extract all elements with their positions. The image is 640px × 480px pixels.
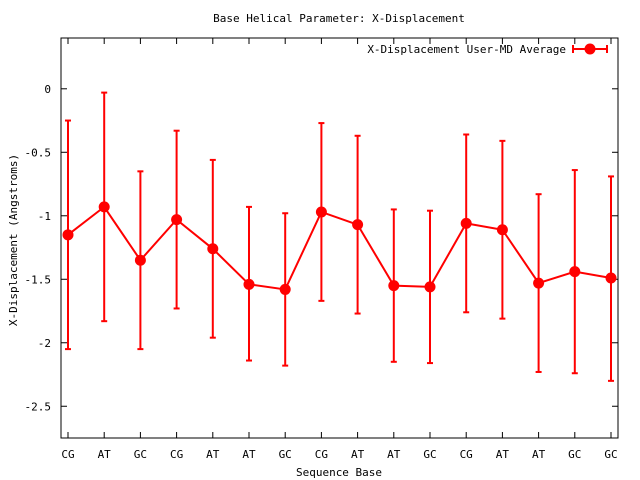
- x-tick-label: AT: [242, 448, 256, 461]
- data-point: [569, 266, 581, 278]
- chart-title: Base Helical Parameter: X-Displacement: [213, 12, 465, 25]
- x-axis-label: Sequence Base: [296, 466, 382, 479]
- data-point: [62, 229, 74, 241]
- x-tick-label: GC: [279, 448, 292, 461]
- data-points: [62, 201, 617, 295]
- x-tick-label: GC: [134, 448, 147, 461]
- data-point: [315, 206, 327, 218]
- x-tick-label: CG: [315, 448, 328, 461]
- series-line: [67, 205, 612, 291]
- error-bars: [65, 91, 614, 382]
- x-tick-label: GC: [568, 448, 581, 461]
- data-point: [424, 281, 436, 293]
- y-axis: 0 -0.5 -1 -1.5 -2 -2.5: [25, 83, 618, 413]
- legend-marker: [584, 43, 596, 55]
- plot-frame: [60, 37, 619, 439]
- x-tick-label: CG: [61, 448, 74, 461]
- y-tick-label: -2: [38, 337, 51, 350]
- x-tick-label: GC: [423, 448, 436, 461]
- data-point: [388, 280, 400, 292]
- data-point: [279, 283, 291, 295]
- x-tick-label: AT: [206, 448, 220, 461]
- x-tick-label: GC: [604, 448, 617, 461]
- x-tick-label: AT: [532, 448, 546, 461]
- y-tick-label: 0: [44, 83, 51, 96]
- data-point: [98, 201, 110, 213]
- y-tick-label: -1.5: [25, 273, 52, 286]
- legend-label: X-Displacement User-MD Average: [367, 43, 566, 56]
- y-tick-label: -0.5: [25, 146, 52, 159]
- y-axis-label: X-Displacement (Angstroms): [7, 154, 20, 326]
- data-point: [460, 217, 472, 229]
- data-point: [533, 277, 545, 289]
- x-tick-label: CG: [460, 448, 473, 461]
- data-point: [171, 214, 183, 226]
- data-point: [207, 243, 219, 255]
- data-point: [605, 272, 617, 284]
- x-tick-label: AT: [496, 448, 510, 461]
- y-tick-label: -2.5: [25, 400, 52, 413]
- x-axis: CG AT GC CG AT AT GC CG AT AT GC CG AT AT GC GC: [61, 38, 618, 461]
- x-tick-label: AT: [98, 448, 112, 461]
- x-tick-label: CG: [170, 448, 183, 461]
- x-tick-label: AT: [387, 448, 401, 461]
- y-tick-label: -1: [38, 210, 51, 223]
- data-point: [352, 219, 364, 231]
- data-point: [134, 254, 146, 266]
- legend: X-Displacement User-MD Average: [367, 43, 608, 56]
- x-tick-label: AT: [351, 448, 365, 461]
- data-point: [496, 224, 508, 236]
- data-point: [243, 278, 255, 290]
